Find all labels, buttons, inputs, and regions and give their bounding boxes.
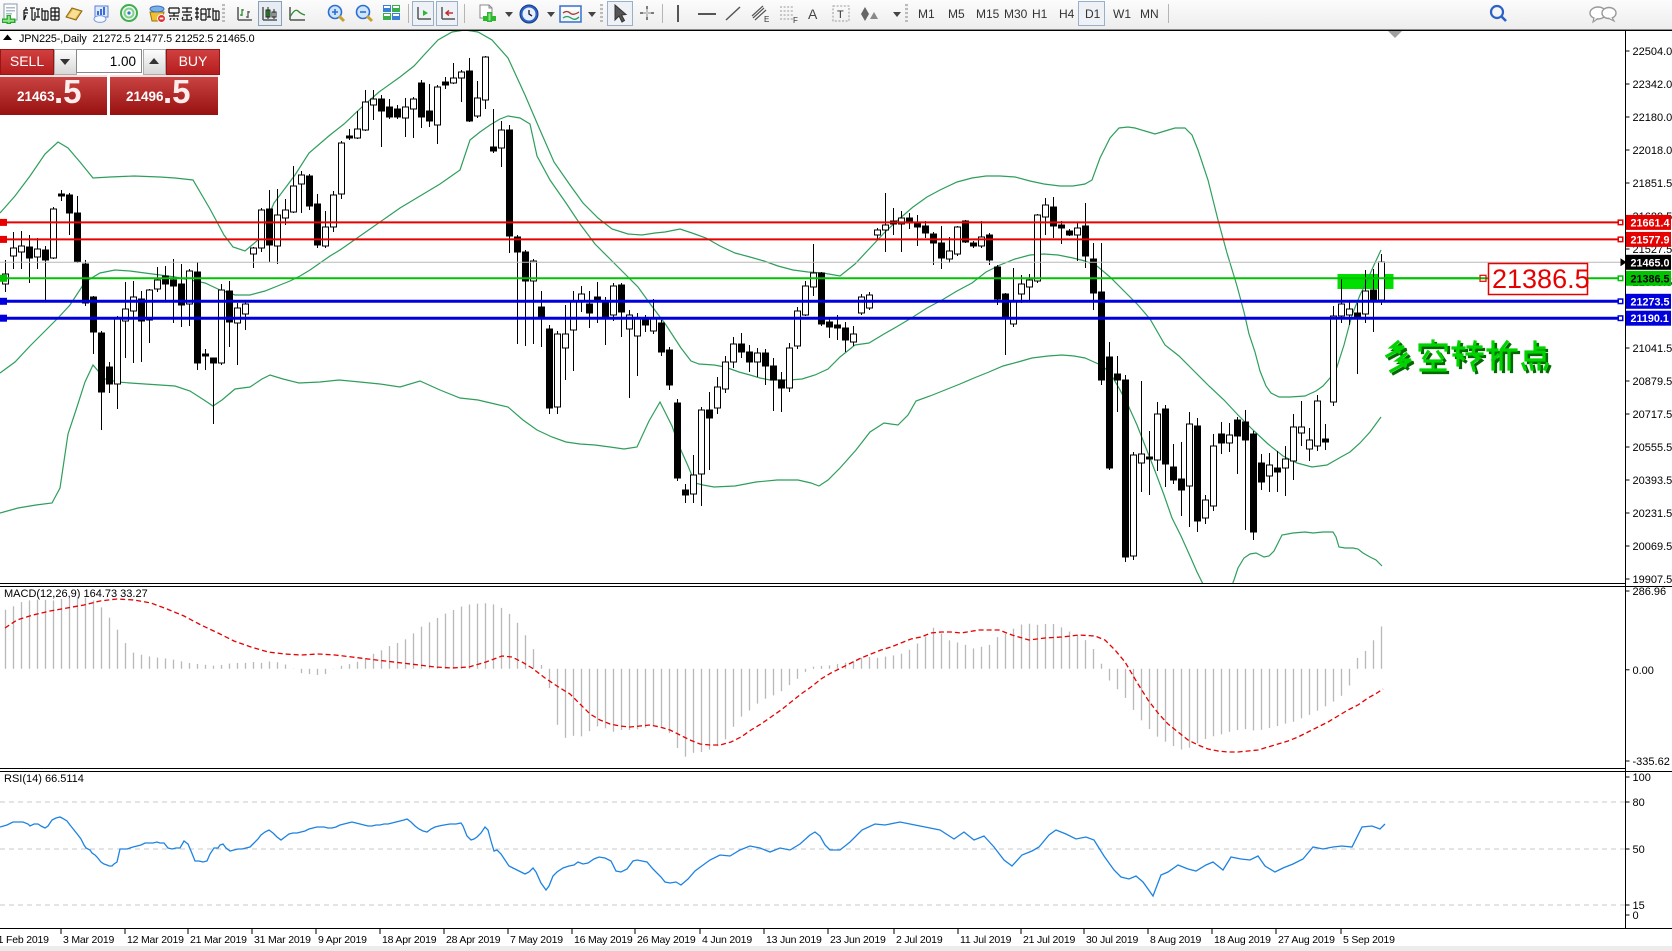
svg-text:21465.0: 21465.0 [1631, 257, 1670, 269]
svg-text:18 Aug 2019: 18 Aug 2019 [1214, 934, 1271, 946]
svg-text:20879.5: 20879.5 [1633, 376, 1672, 388]
svg-text:21041.5: 21041.5 [1633, 343, 1672, 355]
svg-text:0: 0 [1633, 910, 1639, 922]
svg-text:21 Jul 2019: 21 Jul 2019 [1023, 934, 1075, 946]
svg-text:20069.5: 20069.5 [1633, 541, 1672, 553]
svg-text:20555.5: 20555.5 [1633, 442, 1672, 454]
svg-text:21 Feb 2019: 21 Feb 2019 [0, 934, 49, 946]
svg-text:2 Jul 2019: 2 Jul 2019 [896, 934, 943, 946]
svg-text:21527.5: 21527.5 [1633, 244, 1672, 256]
svg-text:RSI(14) 66.5114: RSI(14) 66.5114 [4, 773, 84, 785]
svg-text:3 Mar 2019: 3 Mar 2019 [63, 934, 114, 946]
svg-text:JPN225-,Daily 21272.5 21477.5: JPN225-,Daily 21272.5 21477.5 21252.5 21… [19, 33, 255, 45]
svg-text:21386.5: 21386.5 [1492, 264, 1590, 294]
svg-text:F: F [793, 16, 798, 24]
svg-text:13 Jun 2019: 13 Jun 2019 [766, 934, 822, 946]
svg-text:21190.1: 21190.1 [1631, 313, 1669, 325]
svg-text:T: T [837, 9, 844, 21]
svg-text:21851.5: 21851.5 [1633, 178, 1672, 190]
svg-text:7 May 2019: 7 May 2019 [510, 934, 563, 946]
svg-text:21661.4: 21661.4 [1631, 217, 1670, 229]
svg-text:27 Aug 2019: 27 Aug 2019 [1278, 934, 1335, 946]
svg-text:4 Jun 2019: 4 Jun 2019 [702, 934, 752, 946]
svg-text:26 May 2019: 26 May 2019 [637, 934, 696, 946]
svg-text:5 Sep 2019: 5 Sep 2019 [1343, 934, 1395, 946]
svg-text:21 Mar 2019: 21 Mar 2019 [190, 934, 247, 946]
svg-text:9 Apr 2019: 9 Apr 2019 [318, 934, 367, 946]
svg-text:-335.62: -335.62 [1633, 756, 1670, 768]
svg-text:12 Mar 2019: 12 Mar 2019 [127, 934, 184, 946]
svg-text:22504.0: 22504.0 [1633, 46, 1672, 58]
svg-text:20717.5: 20717.5 [1633, 409, 1672, 421]
svg-text:15: 15 [1633, 900, 1645, 912]
svg-text:22018.0: 22018.0 [1633, 145, 1672, 157]
svg-text:20231.5: 20231.5 [1633, 508, 1672, 520]
svg-text:22180.0: 22180.0 [1633, 112, 1672, 124]
svg-text:100: 100 [1633, 772, 1651, 784]
svg-text:MACD(12,26,9) 164.73 33.27: MACD(12,26,9) 164.73 33.27 [4, 588, 148, 600]
svg-text:30 Jul 2019: 30 Jul 2019 [1086, 934, 1138, 946]
svg-text:286.96: 286.96 [1633, 586, 1667, 598]
svg-text:22342.0: 22342.0 [1633, 79, 1672, 91]
svg-text:50: 50 [1633, 844, 1645, 856]
svg-text:19907.5: 19907.5 [1633, 574, 1672, 586]
svg-text:8 Aug 2019: 8 Aug 2019 [1150, 934, 1201, 946]
svg-text:20393.5: 20393.5 [1633, 475, 1672, 487]
svg-text:21273.5: 21273.5 [1631, 296, 1670, 308]
svg-text:18 Apr 2019: 18 Apr 2019 [382, 934, 437, 946]
svg-text:28 Apr 2019: 28 Apr 2019 [446, 934, 501, 946]
svg-text:23 Jun 2019: 23 Jun 2019 [830, 934, 886, 946]
svg-text:11 Jul 2019: 11 Jul 2019 [960, 934, 1012, 946]
svg-text:0.00: 0.00 [1633, 665, 1654, 677]
svg-text:21386.5: 21386.5 [1631, 273, 1670, 285]
svg-text:80: 80 [1633, 797, 1645, 809]
svg-text:21577.9: 21577.9 [1631, 234, 1670, 246]
svg-text:31 Mar 2019: 31 Mar 2019 [254, 934, 311, 946]
svg-text:16 May 2019: 16 May 2019 [574, 934, 633, 946]
svg-text:E: E [764, 15, 769, 24]
